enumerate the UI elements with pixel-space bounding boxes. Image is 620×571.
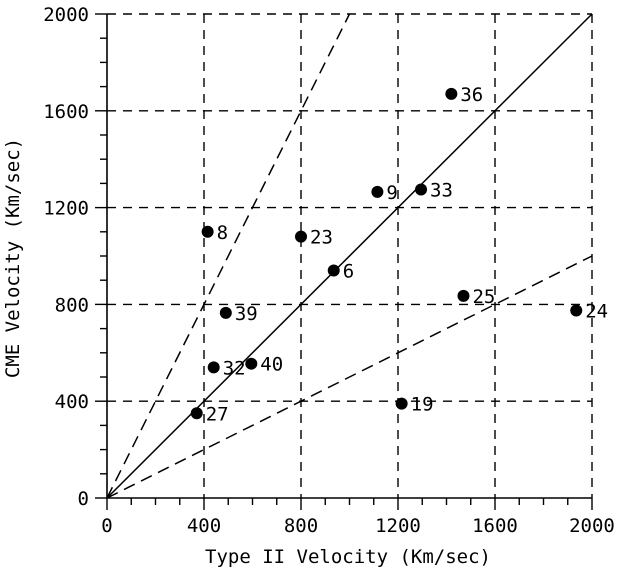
data-point-label: 19 xyxy=(411,394,434,416)
grid-lines xyxy=(107,13,593,498)
data-point xyxy=(201,225,214,238)
y-tick-label: 400 xyxy=(55,391,89,413)
data-point xyxy=(457,289,470,302)
data-point xyxy=(190,407,203,420)
data-point-label: 9 xyxy=(386,182,397,204)
reference-line xyxy=(106,13,593,499)
y-tick-label: 1200 xyxy=(43,198,89,220)
x-tick-label: 800 xyxy=(284,515,318,537)
y-tick-label: 800 xyxy=(55,294,89,316)
data-point-label: 25 xyxy=(472,286,495,308)
reference-line xyxy=(106,255,593,499)
data-point-label: 23 xyxy=(310,227,333,249)
x-tick-label: 1200 xyxy=(375,515,421,537)
y-tick-label: 2000 xyxy=(43,4,89,26)
data-point xyxy=(415,183,428,196)
y-tick-label: 0 xyxy=(78,488,89,510)
data-point-label: 6 xyxy=(343,261,354,283)
data-points: 36 9 33 8 23 6 25 24 39 32 40 19 27 xyxy=(190,84,608,425)
data-point-label: 24 xyxy=(585,300,608,322)
x-tick-label: 2000 xyxy=(569,515,615,537)
data-point xyxy=(445,87,458,100)
ticks: 0 400 800 1200 1600 2000 0 400 800 1200 1600 2000 xyxy=(43,4,615,537)
data-point-label: 39 xyxy=(235,303,258,325)
data-point xyxy=(219,306,232,319)
data-point-label: 27 xyxy=(206,403,229,425)
data-point-label: 33 xyxy=(430,179,453,201)
reference-lines xyxy=(106,13,593,499)
data-point xyxy=(207,361,220,374)
data-point xyxy=(395,397,408,410)
data-point-label: 40 xyxy=(260,354,283,376)
x-axis-title: Type II Velocity (Km/sec) xyxy=(205,546,491,568)
data-point xyxy=(327,264,340,277)
data-point-label: 32 xyxy=(223,357,246,379)
reference-line xyxy=(106,13,351,499)
x-tick-label: 400 xyxy=(187,515,221,537)
data-point xyxy=(570,304,583,317)
y-tick-label: 1600 xyxy=(43,101,89,123)
x-tick-label: 0 xyxy=(101,515,112,537)
y-axis-title: CME Velocity (Km/sec) xyxy=(2,138,24,378)
data-point-label: 8 xyxy=(217,222,228,244)
x-tick-label: 1600 xyxy=(472,515,518,537)
data-point xyxy=(371,185,384,198)
data-point xyxy=(245,357,258,370)
data-point-label: 36 xyxy=(460,84,483,106)
data-point xyxy=(295,230,307,243)
